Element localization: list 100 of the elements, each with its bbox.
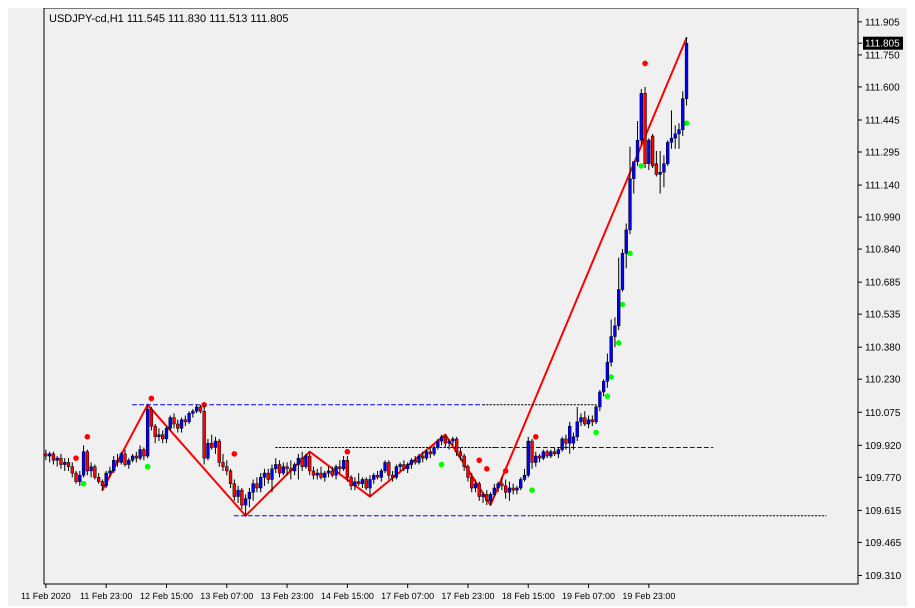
y-tick-label: 111.600: [865, 82, 900, 94]
candlestick: [236, 485, 240, 504]
y-tick-label: 109.770: [865, 472, 902, 484]
point: [344, 448, 350, 455]
x-tick-label: 19 Feb 07:00: [562, 591, 616, 601]
candlestick: [86, 449, 89, 476]
candlestick: [586, 414, 590, 429]
candlestick: [304, 453, 308, 470]
candlestick: [308, 451, 312, 476]
y-tick-label: 110.840: [865, 244, 901, 256]
y-tick-label: 109.920: [865, 440, 902, 452]
y-tick-label: 111.750: [865, 50, 900, 62]
point: [529, 487, 535, 493]
point: [532, 434, 539, 440]
candlestick: [138, 444, 142, 461]
candlestick: [326, 466, 330, 478]
candlestick: [59, 453, 63, 470]
candlestick: [266, 468, 270, 484]
candlestick: [161, 430, 164, 444]
candlestick: [357, 472, 360, 486]
y-tick-label: 111.295: [865, 148, 900, 158]
candlestick: [323, 470, 326, 482]
point: [593, 430, 599, 436]
candlestick: [402, 460, 406, 472]
candlestick: [296, 453, 300, 480]
candlestick: [63, 458, 66, 472]
x-tick-label: 11 Feb 23:00: [80, 591, 132, 601]
y-tick-label: 111.905: [865, 17, 900, 28]
candlestick: [316, 468, 319, 480]
candlestick: [406, 462, 410, 474]
candlestick: [410, 458, 414, 470]
point: [438, 462, 444, 468]
line-series: [101, 36, 688, 517]
candlestick: [394, 464, 398, 480]
candlestick: [364, 476, 368, 491]
candlestick: [485, 490, 488, 506]
candlestick: [66, 458, 70, 472]
candlestick: [187, 410, 191, 424]
point: [502, 468, 508, 474]
point: [144, 464, 150, 470]
candlestick: [127, 458, 130, 470]
candlestick: [512, 483, 515, 495]
point: [604, 393, 610, 400]
point: [476, 457, 482, 464]
candlestick: [368, 474, 372, 498]
y-tick-label: 109.465: [865, 538, 902, 549]
candlestick: [334, 464, 338, 480]
candlestick: [289, 460, 292, 480]
y-tick-label: 109.310: [865, 570, 902, 582]
candlestick: [112, 456, 116, 474]
candlestick: [255, 476, 259, 493]
point: [638, 163, 644, 169]
candlestick: [338, 460, 342, 474]
candlestick: [387, 460, 390, 480]
candlestick: [134, 451, 138, 463]
point: [616, 340, 622, 346]
candlestick: [172, 412, 176, 429]
candlestick: [417, 453, 421, 466]
candlestick: [360, 476, 364, 488]
candlestick: [278, 460, 282, 478]
candlestick: [282, 462, 285, 476]
x-tick-label: 14 Feb 15:00: [320, 591, 374, 601]
candlestick: [218, 438, 221, 468]
x-tick-label: 13 Feb 23:00: [260, 591, 314, 601]
point: [627, 250, 633, 256]
candlestick: [504, 478, 508, 500]
x-tick-label: 11 Feb 2020: [20, 591, 71, 601]
point: [73, 455, 79, 461]
candlestick: [184, 414, 187, 427]
candlestick: [330, 466, 334, 478]
candlestick: [259, 472, 262, 493]
point: [148, 396, 154, 402]
candlestick: [658, 150, 662, 194]
chart-title: USDJPY-cd,H1 111.545 111.830 111.513 111.805: [49, 13, 289, 25]
candlestick: [120, 451, 123, 466]
y-tick-label: 110.380: [865, 342, 901, 354]
point: [642, 60, 648, 66]
candlestick: [508, 481, 512, 502]
candlestick: [157, 428, 161, 442]
candlestick: [474, 478, 478, 493]
candlestick: [583, 410, 586, 427]
y-tick-label: 110.230: [865, 374, 901, 386]
candlestick: [319, 466, 323, 480]
candlestick: [116, 453, 120, 468]
candlestick: [123, 449, 127, 468]
y-tick-label: 109.615: [865, 506, 902, 517]
candlestick: [52, 451, 56, 466]
candlestick: [421, 451, 424, 463]
ref-line-label: 111.805: [865, 38, 900, 50]
candlestick: [496, 481, 500, 493]
x-tick-label: 17 Feb 07:00: [381, 591, 434, 601]
candlestick: [285, 462, 289, 476]
point: [484, 466, 490, 472]
candlestick: [104, 470, 108, 488]
x-tick-label: 17 Feb 23:00: [441, 591, 494, 601]
x-tick-label: 18 Feb 15:00: [502, 591, 555, 601]
y-tick-label: 110.535: [865, 310, 901, 321]
x-tick-label: 19 Feb 23:00: [622, 591, 676, 601]
y-tick-label: 111.445: [865, 116, 900, 126]
candlestick: [56, 456, 59, 468]
